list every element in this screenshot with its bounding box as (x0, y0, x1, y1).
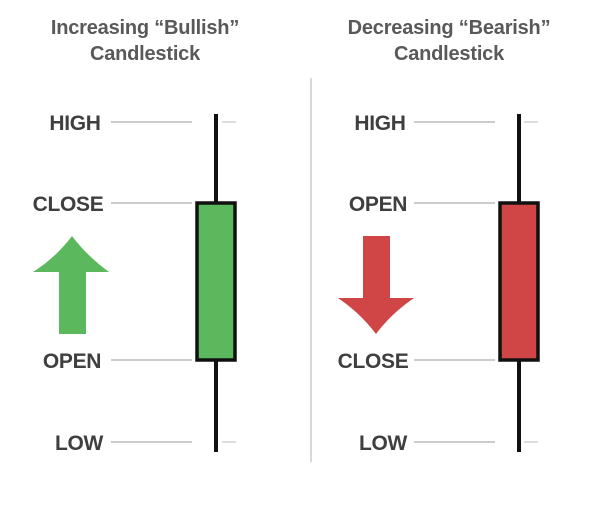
bullish-panel: Increasing “Bullish” Candlestick HIGH CL… (33, 17, 240, 455)
bullish-close-label: CLOSE (33, 193, 104, 216)
bullish-low-label: LOW (55, 432, 104, 455)
bearish-high-label: HIGH (354, 112, 405, 135)
bullish-high-label: HIGH (49, 112, 100, 135)
bearish-title-line2: Candlestick (394, 43, 505, 65)
bearish-title-line1: Decreasing “Bearish” (348, 17, 551, 39)
bearish-close-label: CLOSE (338, 350, 409, 373)
bullish-title-line1: Increasing “Bullish” (51, 17, 239, 39)
bullish-open-label: OPEN (43, 350, 101, 373)
bearish-panel: Decreasing “Bearish” Candlestick HIGH OP… (338, 17, 551, 455)
bearish-low-label: LOW (359, 432, 408, 455)
arrow-down-icon (338, 236, 414, 334)
bearish-open-label: OPEN (349, 193, 407, 216)
bullish-candle-body (195, 201, 237, 362)
arrow-up-icon (33, 236, 109, 334)
bearish-candle-body (498, 201, 540, 362)
arrow-up-shaft (59, 268, 86, 334)
arrow-down-head (338, 298, 414, 334)
bullish-title-line2: Candlestick (90, 43, 201, 65)
arrow-up-head (33, 236, 109, 272)
arrow-down-shaft (363, 236, 390, 300)
